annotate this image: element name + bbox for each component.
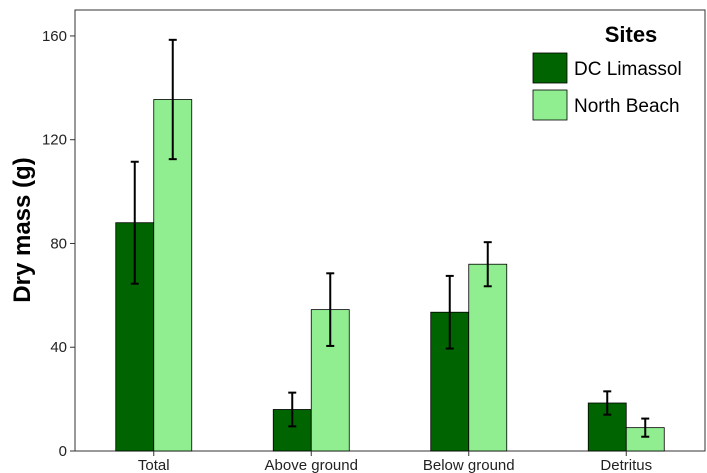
- x-tick-label: Above ground: [265, 457, 358, 473]
- plot-border: [74, 9, 706, 452]
- x-tick-label: Total: [138, 457, 170, 473]
- bars-layer: [115, 99, 665, 452]
- legend-swatch: [532, 52, 568, 84]
- legend-swatch: [532, 89, 568, 121]
- y-tick-label: 40: [50, 339, 67, 356]
- y-axis-label: Dry mass (g): [9, 157, 36, 302]
- y-tick-label: 120: [42, 132, 67, 149]
- error-bars-layer: [130, 38, 650, 438]
- legend-title: Sites: [605, 22, 658, 47]
- y-tick-label: 80: [50, 235, 67, 252]
- x-tick-label: Below ground: [423, 457, 515, 473]
- bar: [468, 263, 508, 452]
- y-tick-label: 0: [59, 443, 67, 460]
- y-axis: 0 40 80 120 160: [42, 28, 75, 460]
- legend-label: North Beach: [574, 96, 680, 117]
- legend-label: DC Limassol: [574, 59, 682, 80]
- bar: [430, 311, 470, 452]
- legend: Sites DC Limassol North Beach: [532, 22, 682, 121]
- x-axis: Total Above ground Below ground Detritus: [138, 451, 652, 473]
- x-tick-label: Detritus: [600, 457, 652, 473]
- y-tick-label: 160: [42, 28, 67, 45]
